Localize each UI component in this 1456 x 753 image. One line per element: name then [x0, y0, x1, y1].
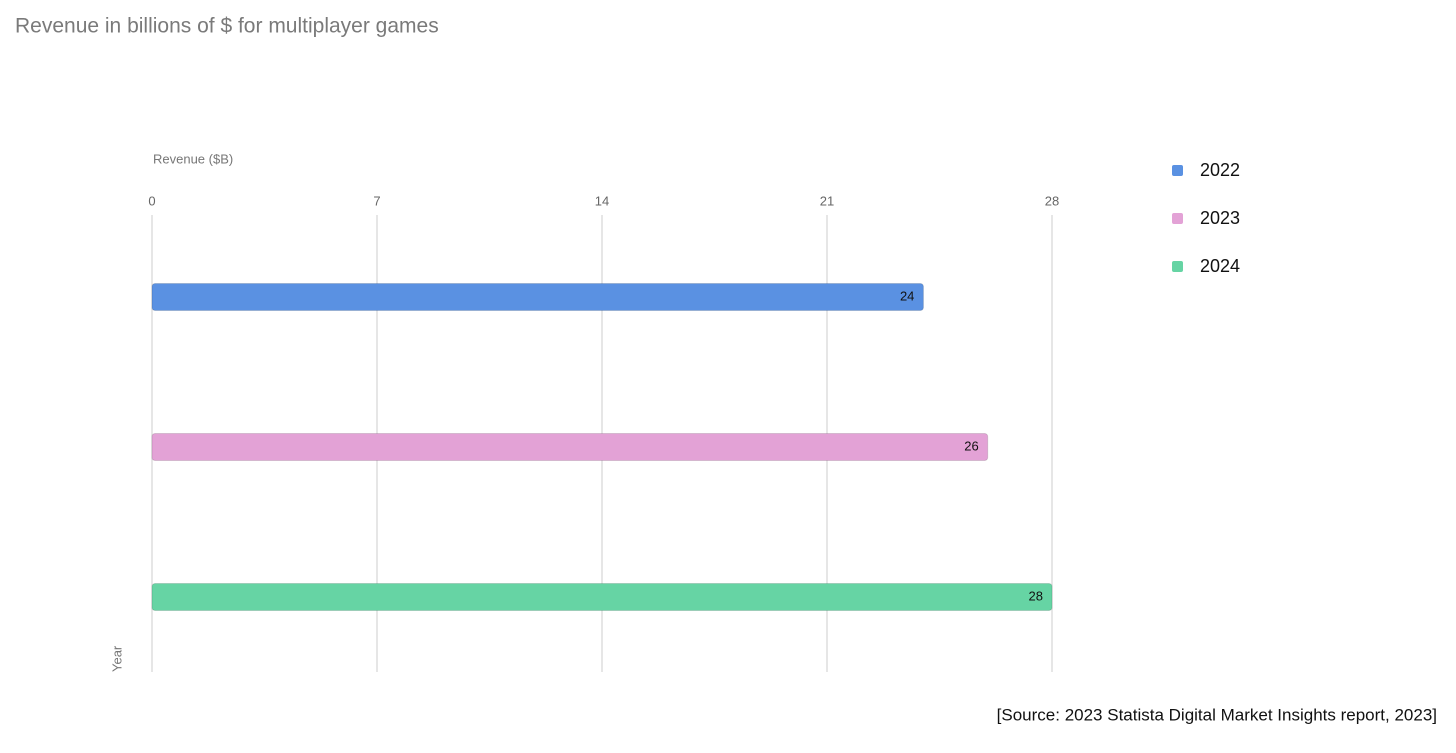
bar [151, 283, 924, 311]
legend-swatch [1172, 213, 1183, 224]
x-tick-label: 14 [595, 193, 609, 208]
x-tick-label: 21 [820, 193, 834, 208]
legend-label: 2024 [1200, 256, 1240, 276]
legend-label: 2023 [1200, 208, 1240, 228]
data-label: 26 [964, 438, 978, 453]
source-note: [Source: 2023 Statista Digital Market In… [997, 705, 1437, 724]
x-tick-label: 28 [1045, 193, 1059, 208]
x-tick-label: 0 [148, 193, 155, 208]
legend-swatch [1172, 165, 1183, 176]
chart-title: Revenue in billions of $ for multiplayer… [15, 15, 439, 38]
data-label: 24 [900, 288, 914, 303]
data-label: 28 [1029, 588, 1043, 603]
y-axis-label: Year [109, 645, 124, 672]
legend-label: 2022 [1200, 160, 1240, 180]
bar [151, 583, 1053, 611]
bar [151, 433, 989, 461]
x-axis-label: Revenue ($B) [153, 151, 233, 166]
x-tick-label: 7 [373, 193, 380, 208]
legend-swatch [1172, 261, 1183, 272]
